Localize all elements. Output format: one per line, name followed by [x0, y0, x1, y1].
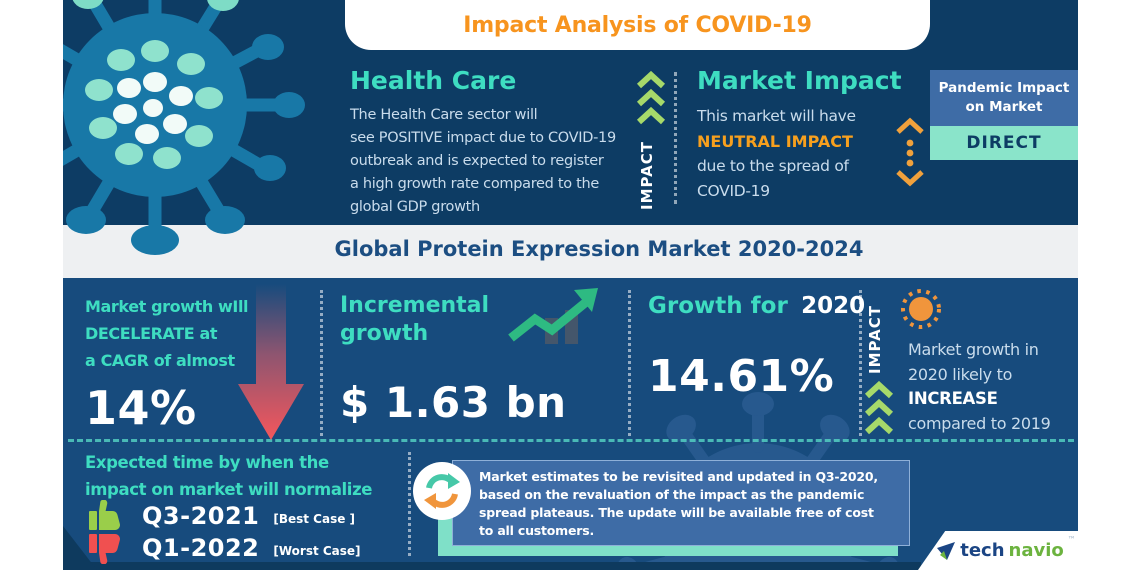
increase-chevrons-icon	[864, 380, 894, 435]
worst-case-quarter: Q1-2022	[142, 534, 260, 562]
healthcare-line: The Health Care sector will	[350, 107, 538, 123]
stat-divider	[628, 290, 631, 436]
market-impact-line: COVID-19	[697, 182, 770, 200]
pandemic-impact-line: Pandemic Impact	[938, 80, 1070, 96]
market-impact-line: due to the spread of	[697, 157, 849, 175]
pandemic-impact-box: Pandemic Impact on Market DIRECT	[930, 70, 1078, 160]
market-impact-title: Market Impact	[697, 66, 902, 95]
impact-label-top: IMPACT	[638, 141, 656, 210]
impact-label-bottom: IMPACT	[866, 305, 884, 374]
virus-sun-icon	[901, 289, 941, 329]
impact-up-chevrons-icon	[636, 70, 666, 125]
pandemic-impact-header: Pandemic Impact on Market	[930, 70, 1078, 126]
healthcare-line: outbreak and is expected to register	[350, 153, 604, 169]
market-title: Global Protein Expression Market 2020-20…	[334, 237, 864, 261]
coronavirus-icon	[63, 0, 305, 255]
logo-text-tech: tech	[960, 540, 1005, 561]
normalize-line: impact on market will normalize	[85, 480, 373, 499]
best-case-row: Q3-2021 [Best Case ]	[88, 500, 355, 532]
healthcare-line: see POSITIVE impact due to COVID-19	[350, 130, 616, 146]
neutral-impact-icon	[896, 117, 924, 187]
healthcare-line: a high growth rate compared to the	[350, 176, 600, 192]
market-impact-panel: Market Impact This market will have NEUT…	[697, 66, 912, 204]
normalize-block: Expected time by when the impact on mark…	[85, 449, 372, 503]
stat-growth-prefix: Growth for	[648, 293, 788, 319]
healthcare-panel: Health Care The Health Care sector will …	[350, 66, 660, 219]
note-line: Market estimates to be revisited and upd…	[479, 469, 878, 484]
note-line: based on the revaluation of the impact a…	[479, 487, 865, 502]
note-line: to all customers.	[479, 523, 595, 538]
logo-text-navio: navio	[1008, 540, 1064, 561]
technavio-logo-icon	[937, 541, 956, 560]
stat-growth-2020: Growth for 2020 14.61%	[648, 293, 865, 402]
stat-incremental-value: $ 1.63 bn	[340, 378, 567, 427]
page-title: Impact Analysis of COVID-19	[463, 12, 812, 38]
normalize-line: Expected time by when the	[85, 453, 329, 472]
market-impact-line: This market will have	[697, 107, 856, 125]
decline-arrow-icon	[238, 284, 304, 440]
panel-divider	[674, 72, 677, 204]
note-line: spread plateaus. The update will be avai…	[479, 505, 874, 520]
horizontal-divider	[68, 439, 1074, 442]
stat-growth-year: 2020	[801, 293, 866, 319]
stat-cagr-value: 14%	[85, 381, 197, 435]
healthcare-line: global GDP growth	[350, 199, 480, 215]
stat-divider	[320, 290, 323, 436]
stat-cagr-line: DECELERATE at	[85, 324, 218, 343]
logo-corner: tech navio ™	[918, 531, 1078, 570]
worst-case-row: Q1-2022 [Worst Case]	[88, 532, 361, 564]
thumbs-down-icon	[89, 534, 120, 564]
stat-impact-line: compared to 2019	[908, 413, 1051, 433]
stat-growth-value: 14.61%	[648, 351, 835, 402]
logo-trademark: ™	[1067, 535, 1076, 544]
stat-impact-highlight: INCREASE	[908, 389, 998, 408]
growth-trend-icon	[508, 288, 598, 344]
stat-cagr: Market growth wIll DECELERATE at a CAGR …	[85, 293, 249, 435]
stat-impact-line: 2020 likely to	[908, 364, 1013, 384]
update-badge	[413, 462, 471, 520]
bottom-edge-strip	[63, 562, 921, 570]
stat-incremental: Incremental growth $ 1.63 bn	[340, 292, 567, 427]
gray-band	[63, 225, 1078, 278]
note-box: Market estimates to be revisited and upd…	[452, 460, 910, 546]
best-case-label: [Best Case ]	[273, 512, 356, 526]
stat-incremental-title: growth	[340, 321, 429, 346]
pandemic-impact-value: DIRECT	[930, 126, 1078, 160]
stat-cagr-line: a CAGR of almost	[85, 351, 235, 370]
market-impact-highlight: NEUTRAL IMPACT	[697, 132, 853, 151]
best-case-quarter: Q3-2021	[142, 502, 260, 530]
stat-incremental-title: Incremental	[340, 293, 490, 318]
bottom-divider	[408, 452, 411, 556]
stat-cagr-line: Market growth wIll	[85, 297, 249, 316]
healthcare-title: Health Care	[350, 66, 517, 95]
header-banner: Impact Analysis of COVID-19	[345, 0, 930, 50]
stat-impact-line: Market growth in	[908, 340, 1039, 359]
pandemic-impact-line: on Market	[965, 99, 1043, 115]
thumbs-up-icon	[89, 500, 120, 530]
stat-impact-text: Market growth in 2020 likely to INCREASE…	[908, 338, 1080, 436]
worst-case-label: [Worst Case]	[273, 544, 361, 558]
sync-arrows-icon	[424, 473, 460, 509]
stat-divider	[859, 290, 862, 436]
